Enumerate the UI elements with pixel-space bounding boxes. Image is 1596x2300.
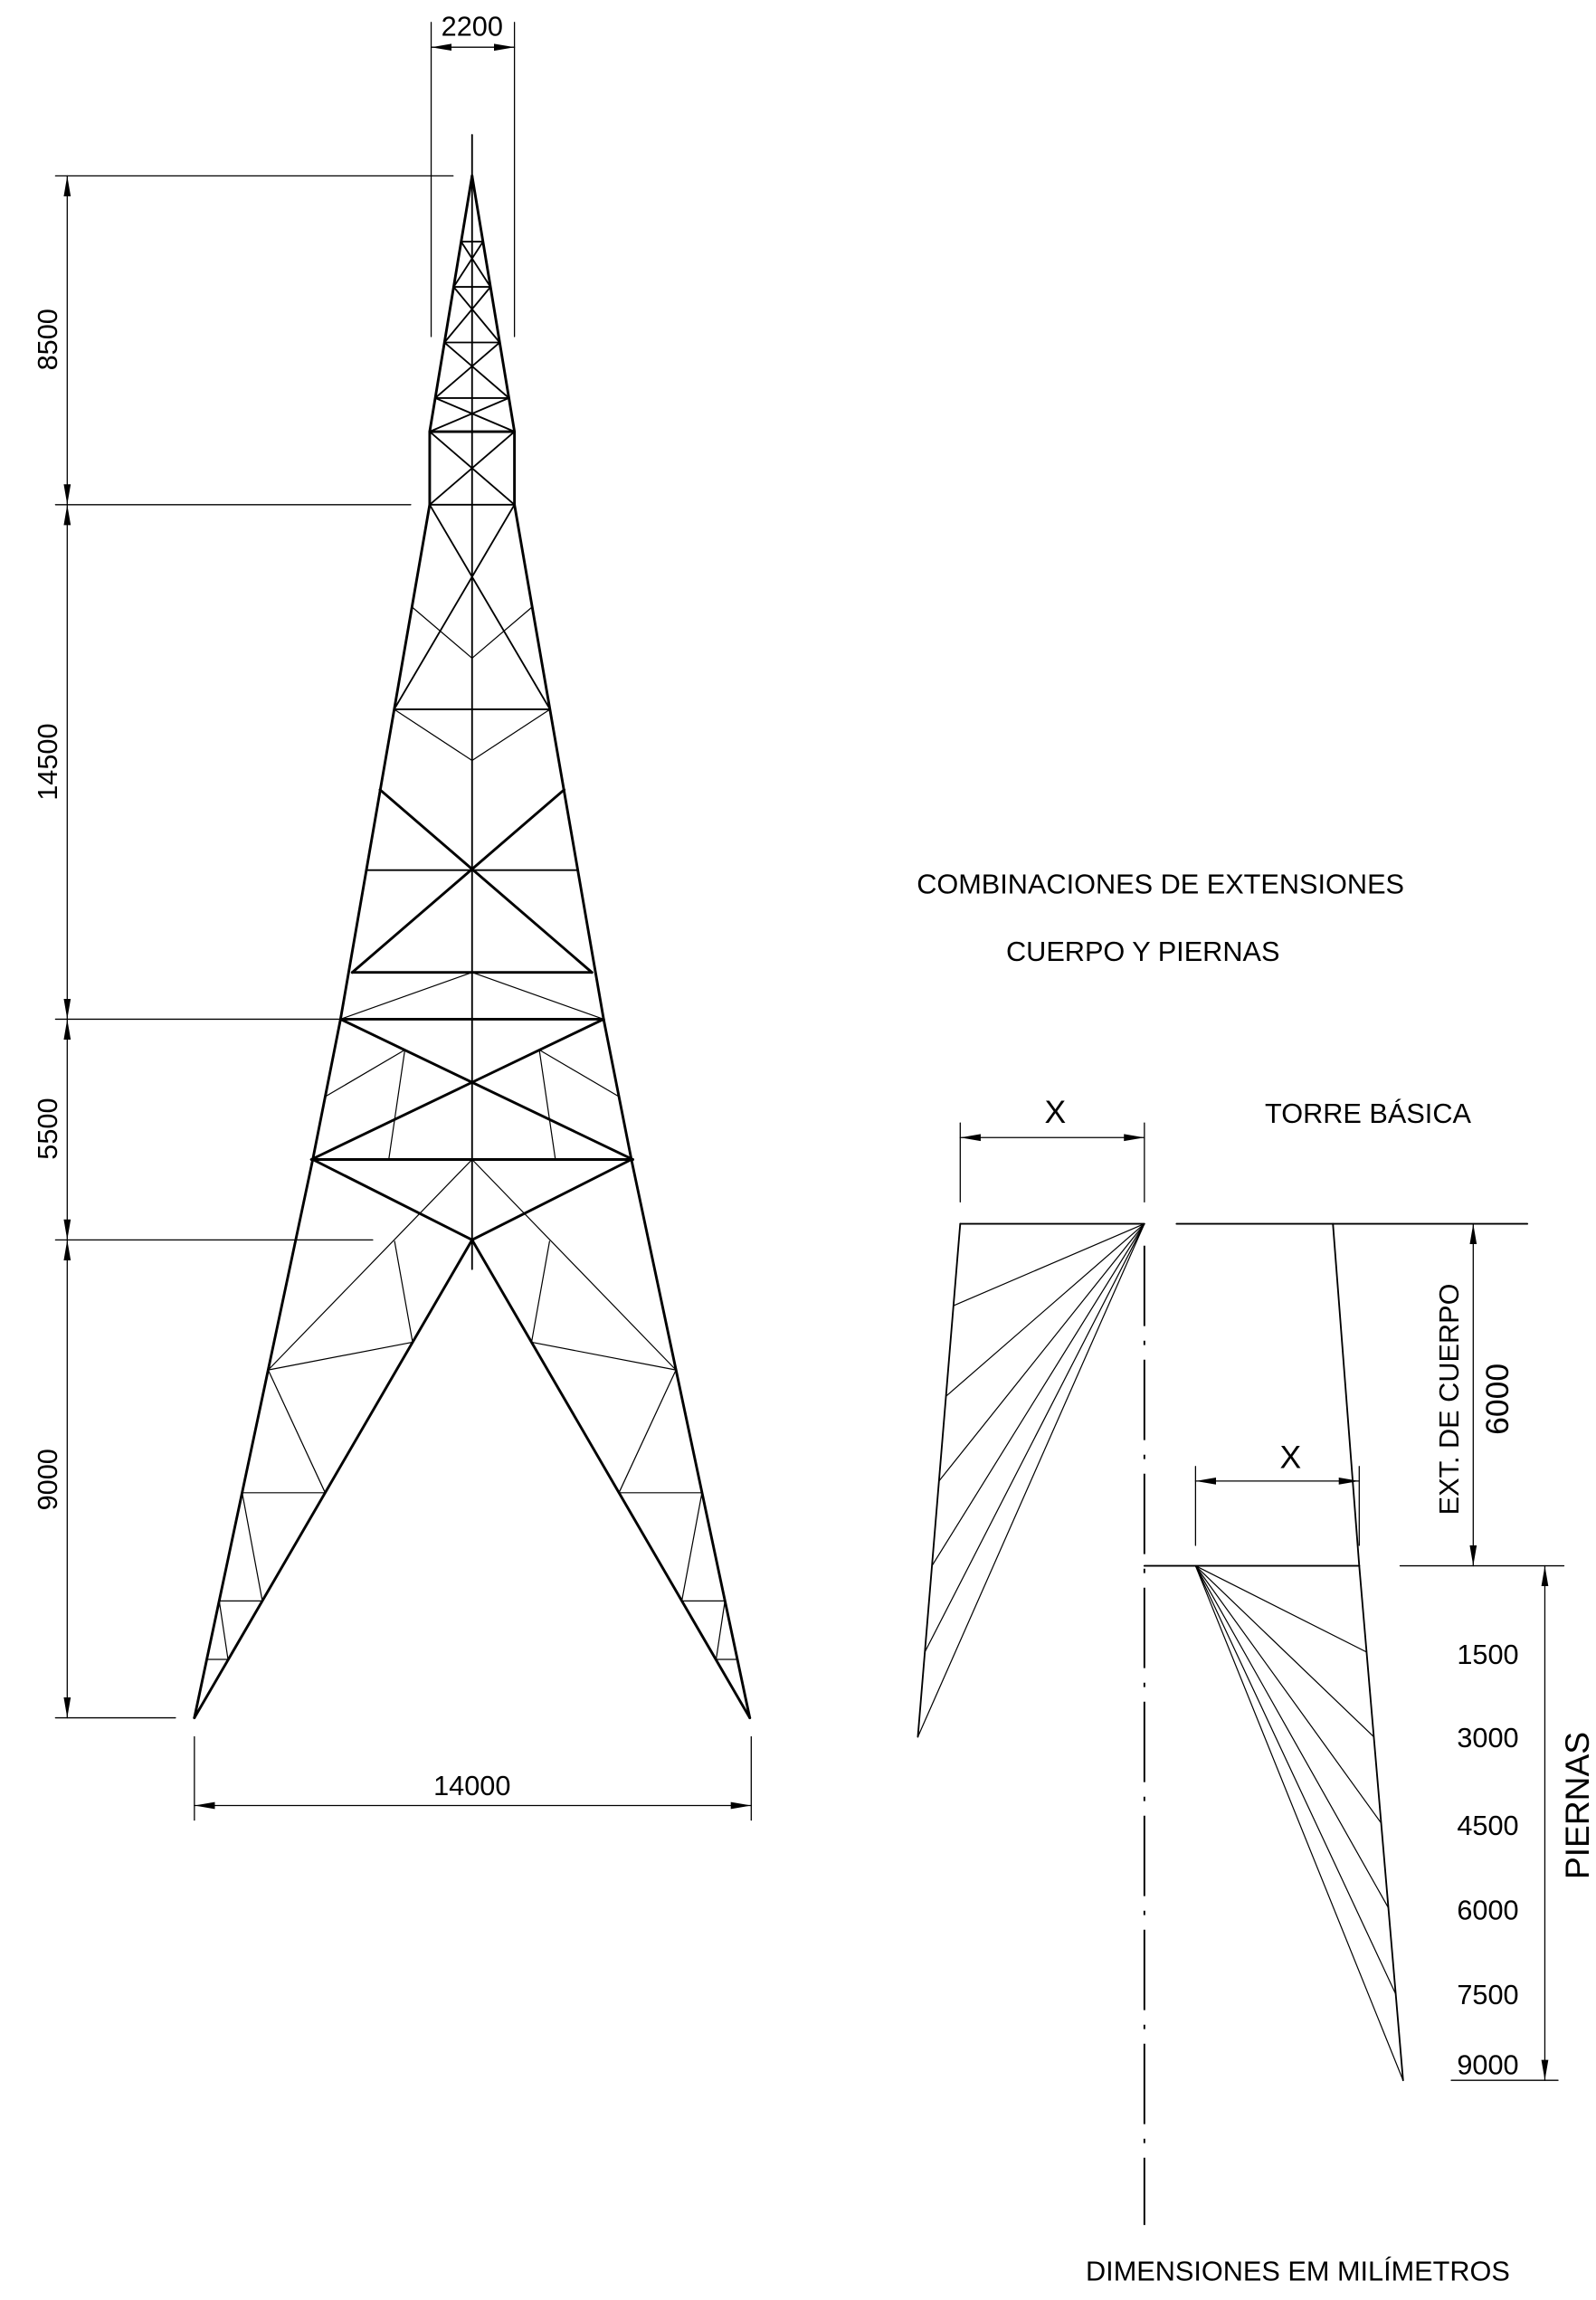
base-width-label: 14000: [433, 1770, 510, 1801]
tower-bracing-member: [443, 286, 492, 344]
tower-redundant-member: [471, 1158, 677, 1371]
tower-bracing-member: [428, 396, 510, 432]
tower-bracing-member: [452, 241, 484, 289]
tower-main-member: [428, 174, 474, 433]
tower-main-member: [378, 788, 594, 974]
tower-main-member: [350, 788, 565, 974]
tower-redundant-member: [324, 1049, 406, 1098]
tower-bracing-member: [443, 341, 510, 399]
waist-height-label: 5500: [32, 1098, 63, 1159]
fan-line: [931, 1222, 1145, 1567]
tower-main-member: [470, 1158, 633, 1241]
tower-redundant-member: [538, 1018, 604, 1050]
tower-redundant-member: [388, 1049, 406, 1161]
height-dimensions: 8500 14500 5500 9000: [32, 175, 454, 1719]
tower-bracing-member: [434, 341, 501, 399]
tower-main-member: [311, 1158, 474, 1241]
tower-redundant-member: [530, 1341, 677, 1371]
tower-redundant-member: [394, 1240, 413, 1344]
fan-lines: [1194, 1564, 1404, 2081]
tower-redundant-member: [471, 972, 604, 1021]
leg-fan-line: [1194, 1564, 1390, 1909]
top-width-label: 2200: [442, 10, 503, 42]
fan-line: [917, 1222, 1145, 1738]
tower-redundant-member: [471, 708, 551, 762]
tower-redundant-member: [267, 1341, 413, 1371]
tower-lattice: [193, 134, 752, 1720]
tower-redundant-member: [339, 1018, 406, 1050]
leg-fan-line: [1194, 1564, 1397, 1995]
top-width-dimension: 2200: [430, 10, 516, 337]
leg-extension-label: 3000: [1457, 1722, 1518, 1754]
base-width-dimension: 14000: [194, 1735, 752, 1821]
tower-redundant-member: [618, 1369, 677, 1494]
width-symbol-body: X: [1280, 1439, 1302, 1475]
combinations-subtitle: CUERPO Y PIERNAS: [1006, 936, 1279, 967]
legs-label: PIERNAS: [1558, 1732, 1596, 1879]
tower-redundant-member: [530, 1341, 620, 1494]
tower-bracing-member: [393, 503, 516, 710]
tower-main-member: [513, 503, 605, 1021]
leg-height-label: 9000: [32, 1449, 63, 1510]
body-extension-leg-line: [1332, 1222, 1361, 1567]
width-symbol-basic: X: [1044, 1094, 1066, 1130]
tower-redundant-member: [218, 1600, 229, 1660]
leg-extension-label: 1500: [1457, 1639, 1518, 1670]
tower-redundant-member: [324, 1341, 413, 1494]
tower-main-member: [311, 1017, 342, 1161]
leg-fan-line: [1194, 1564, 1375, 1738]
fan-lines: [917, 1222, 1145, 1738]
fan-line: [945, 1222, 1145, 1397]
leg-extension-label: 4500: [1457, 1810, 1518, 1841]
fan-line: [924, 1222, 1145, 1653]
tower-redundant-member: [267, 1158, 473, 1371]
fan-line: [938, 1222, 1145, 1482]
body-extension-value: 6000: [1479, 1364, 1515, 1435]
body-height-label: 14500: [32, 723, 63, 800]
extension-combinations-header: COMBINACIONES DE EXTENSIONES CUERPO Y PI…: [917, 869, 1471, 1130]
tower-main-member: [630, 1158, 752, 1720]
fan-line: [953, 1222, 1145, 1307]
tower-redundant-member: [530, 1240, 550, 1344]
body-extension-label: EXT. DE CUERPO: [1433, 1284, 1465, 1516]
tower-redundant-member: [267, 1369, 327, 1494]
basic-tower-fan: X: [917, 1094, 1145, 1738]
leg-extension-label: 7500: [1457, 1979, 1518, 2010]
tower-main-member: [602, 1017, 633, 1161]
leg-extension-label: 6000: [1457, 1895, 1518, 1926]
tower-redundant-member: [242, 1492, 263, 1601]
peak-height-label: 8500: [32, 309, 63, 370]
body-extension: EXT. DE CUERPO 6000 X: [1175, 1222, 1565, 1567]
combinations-title: COMBINACIONES DE EXTENSIONES: [917, 869, 1404, 900]
tower-bracing-member: [460, 241, 492, 289]
tower-redundant-member: [715, 1600, 726, 1660]
tower-bracing-member: [452, 286, 501, 344]
tower-redundant-member: [471, 606, 533, 660]
tower-main-member: [338, 503, 432, 1021]
tower-main-member: [470, 174, 517, 433]
tower-redundant-member: [680, 1492, 703, 1601]
basic-tower-label: TORRE BÁSICA: [1265, 1098, 1471, 1129]
tower-bracing-member: [434, 396, 516, 432]
leg-fan-line: [1194, 1564, 1404, 2081]
tower-main-member: [193, 1158, 315, 1720]
tower-redundant-member: [339, 972, 473, 1021]
units-note: DIMENSIONES EM MILÍMETROS: [1086, 2256, 1510, 2287]
leg-extension-label: 9000: [1457, 2049, 1518, 2081]
tower-redundant-member: [538, 1049, 620, 1098]
leg-fan-line: [1194, 1564, 1368, 1653]
tower-redundant-member: [411, 606, 473, 660]
leg-fan-line: [1194, 1564, 1382, 1824]
tower-redundant-member: [394, 708, 473, 762]
tower-redundant-member: [538, 1049, 556, 1161]
tower-bracing-member: [428, 503, 551, 710]
legs-fan: 1500 3000 4500 6000 7500 9000 PIERNAS: [1143, 1564, 1596, 2082]
